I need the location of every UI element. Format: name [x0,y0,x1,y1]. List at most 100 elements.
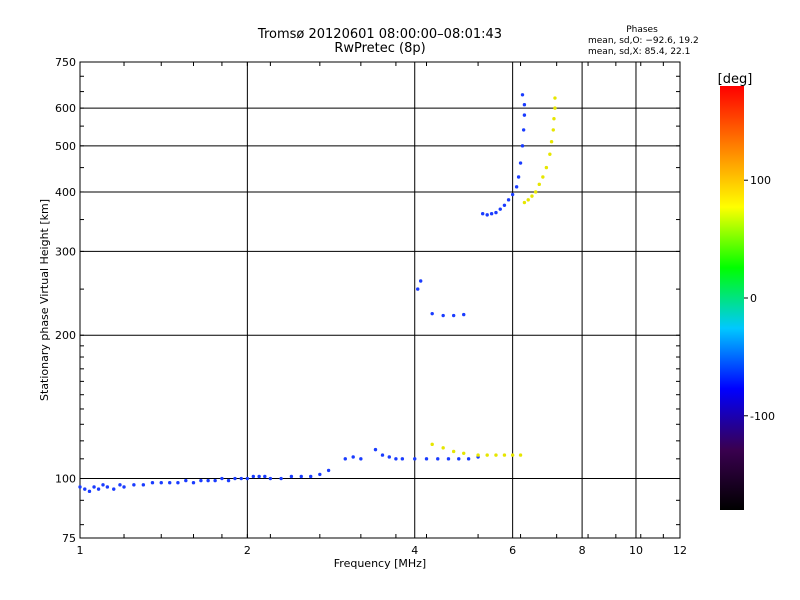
data-point [476,453,480,457]
data-point [489,212,494,216]
data-point [549,140,554,144]
data-point [485,213,489,217]
data-point [451,449,456,454]
y-tick-label: 500 [55,140,76,153]
data-point [441,446,445,450]
data-point [537,182,541,187]
colorbar-ticks: 100 0 -100 [744,174,775,423]
x-tick-label: 8 [579,544,586,557]
data-point [394,457,398,461]
data-point [92,485,96,489]
data-point [518,161,523,165]
series-O-mode [78,93,527,494]
data-point [544,165,549,170]
data-point [257,474,261,479]
data-point [373,447,378,452]
plot-frame [79,61,681,539]
y-tick-label: 750 [55,56,76,69]
data-point [299,474,303,479]
data-point [462,312,466,317]
y-tick-label: 300 [55,245,76,258]
data-point [279,476,283,481]
data-point [326,468,331,473]
data-point [96,487,101,491]
data-point [502,453,507,457]
data-point [199,478,203,483]
stats-heading: Phases [626,25,658,35]
y-axis: 75 100 200 300 400 500 600 750 [55,56,680,545]
data-point [430,311,434,316]
y-tick-label: 200 [55,329,76,342]
data-point [251,474,256,479]
data-point [206,478,210,483]
data-point [245,476,250,481]
colorbar-gradient [720,86,744,510]
data-point [159,481,163,485]
data-point [176,481,180,485]
data-point [141,483,146,487]
data-point [101,483,105,487]
data-point [318,472,322,477]
data-point [494,210,498,215]
data-point [541,175,545,179]
data-point [118,483,122,487]
x-tick-label: 1 [77,544,84,557]
data-point [510,453,515,457]
data-point [522,113,527,117]
data-point [446,457,451,461]
data-point [213,478,217,483]
x-axis: 1 2 4 6 8 10 12 [77,62,687,557]
data-point [498,207,502,211]
data-point [105,485,110,489]
data-point [494,453,498,457]
data-point [506,198,511,202]
data-point [518,453,523,457]
data-point [516,175,521,179]
colorbar-tick-label: 0 [750,292,757,305]
data-point [87,489,92,494]
data-point [239,476,243,481]
data-point [226,478,231,483]
data-point [551,128,555,132]
data-point [184,478,188,483]
y-tick-label: 75 [62,532,76,545]
data-point [553,96,557,100]
x-axis-label: Frequency [MHz] [334,557,426,570]
data-point [485,453,489,457]
x-tick-label: 12 [673,544,687,557]
data-point [289,474,294,479]
data-point [380,453,385,457]
y-axis-label: Stationary phase Virtual Height [km] [38,199,51,401]
data-point [343,457,347,461]
data-point [522,103,527,107]
data-point [122,485,126,489]
colorbar: [deg] 100 0 -100 [718,72,775,510]
data-point [552,117,556,121]
x-tick-label: 4 [411,544,418,557]
data-point [413,457,417,461]
data-point [521,128,526,132]
data-point [233,476,237,481]
data-point [168,481,172,485]
data-point [78,485,82,489]
data-point [132,483,136,487]
stats-x-mode: mean, sd,X: 85.4, 22.1 [588,47,690,57]
data-point [548,152,552,156]
data-point [351,455,355,459]
data-point [387,455,391,459]
data-point [502,203,507,207]
plot-area [78,61,681,539]
data-point [309,474,313,479]
data-point [522,200,527,205]
data-point [530,194,534,198]
series-X-mode [430,96,557,457]
data-point [83,487,87,491]
data-point [436,457,440,461]
data-point [359,457,363,461]
data-point [533,190,538,194]
data-point [268,476,273,481]
x-tick-label: 2 [244,544,251,557]
data-point [451,313,456,318]
data-point [430,442,434,447]
